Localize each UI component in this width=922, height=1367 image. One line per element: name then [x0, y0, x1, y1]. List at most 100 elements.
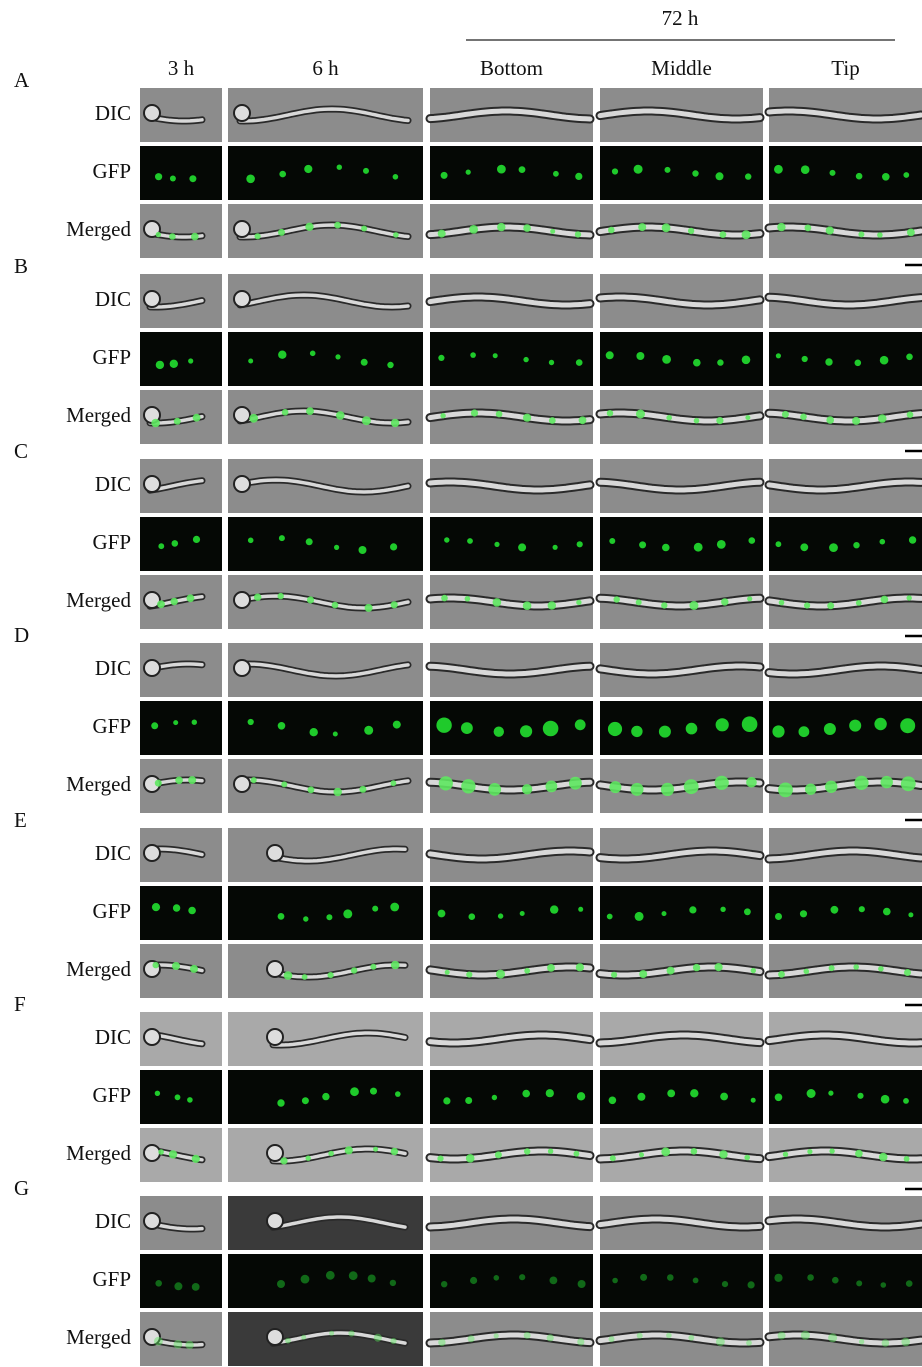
- micrograph: [228, 944, 423, 998]
- nucleus: [548, 359, 555, 366]
- nucleus: [364, 603, 373, 612]
- micrograph: [228, 1312, 423, 1366]
- nucleus: [309, 728, 318, 737]
- micrograph-bg: [430, 1254, 593, 1308]
- column-label: Tip: [831, 56, 859, 80]
- nucleus: [721, 1281, 729, 1288]
- nucleus: [631, 725, 643, 738]
- nucleus: [849, 719, 862, 732]
- nucleus: [470, 1276, 478, 1285]
- nucleus: [350, 1087, 359, 1097]
- nucleus: [285, 1337, 291, 1344]
- nucleus: [807, 1274, 814, 1281]
- hypha: [427, 479, 593, 493]
- nucleus: [750, 1097, 756, 1103]
- nucleus: [877, 232, 883, 238]
- row-label: GFP: [92, 899, 131, 923]
- nucleus: [326, 914, 333, 921]
- panel-letter: F: [14, 992, 26, 1016]
- spore: [143, 591, 161, 609]
- micrograph: [595, 274, 765, 328]
- nucleus: [465, 1154, 475, 1163]
- nucleus: [392, 174, 399, 180]
- nucleus: [826, 416, 834, 424]
- nucleus: [158, 543, 165, 550]
- nucleus: [904, 969, 911, 976]
- nucleus: [277, 1280, 285, 1288]
- nucleus: [465, 169, 471, 175]
- nucleus: [334, 544, 340, 551]
- nucleus: [329, 1330, 335, 1336]
- nucleus: [855, 600, 862, 606]
- micrograph: [228, 332, 423, 386]
- nucleus: [553, 170, 559, 177]
- hypha: [427, 1032, 593, 1046]
- micrograph: [595, 88, 765, 142]
- nucleus: [390, 543, 398, 551]
- micrograph: [425, 390, 595, 444]
- nucleus: [854, 775, 869, 791]
- micrograph: [425, 643, 595, 697]
- micrograph: [595, 390, 765, 444]
- nucleus: [804, 602, 811, 609]
- nucleus: [611, 168, 619, 175]
- hypha: [597, 108, 763, 122]
- group-label: 72 h: [662, 6, 699, 30]
- micrograph: [595, 944, 765, 998]
- nucleus: [438, 1338, 446, 1347]
- nucleus: [853, 964, 859, 970]
- nucleus: [305, 1155, 311, 1161]
- nucleus: [367, 1274, 376, 1283]
- nucleus: [829, 1148, 835, 1154]
- micrograph: [140, 1128, 222, 1182]
- nucleus: [373, 1146, 379, 1152]
- nucleus: [254, 233, 261, 240]
- spore: [266, 960, 284, 978]
- nucleus: [192, 413, 201, 422]
- micrograph: [600, 701, 763, 755]
- hypha: [271, 1031, 407, 1047]
- nucleus: [877, 414, 887, 423]
- nucleus: [470, 352, 476, 358]
- nucleus: [344, 1146, 353, 1155]
- nucleus: [687, 227, 695, 235]
- nucleus: [640, 1273, 648, 1281]
- nucleus: [390, 960, 400, 970]
- nucleus: [575, 963, 585, 972]
- nucleus: [744, 1154, 750, 1161]
- micrograph-bg: [769, 146, 922, 200]
- micrograph: [425, 944, 595, 998]
- nucleus: [905, 1280, 913, 1287]
- nucleus: [908, 536, 917, 544]
- nucleus: [523, 1331, 531, 1339]
- nucleus: [174, 1282, 183, 1291]
- nucleus: [519, 1274, 526, 1281]
- spore: [233, 220, 251, 238]
- micrograph: [228, 886, 423, 940]
- micrograph-bg: [769, 332, 922, 386]
- nucleus: [693, 542, 703, 552]
- hypha: [597, 595, 763, 609]
- micrograph: [764, 1012, 922, 1066]
- nucleus: [854, 359, 862, 367]
- micrograph: [595, 828, 765, 882]
- micrograph-bg: [430, 332, 593, 386]
- micrograph: [769, 332, 922, 386]
- micrograph: [140, 1012, 222, 1066]
- nucleus: [660, 782, 675, 797]
- nucleus: [685, 722, 698, 735]
- nucleus: [440, 413, 446, 419]
- nucleus: [900, 776, 916, 792]
- row-label: GFP: [92, 1267, 131, 1291]
- nucleus: [169, 175, 176, 182]
- nucleus: [466, 971, 473, 978]
- hypha: [597, 663, 763, 677]
- micrograph: [140, 944, 222, 998]
- nucleus: [301, 974, 308, 980]
- nucleus: [777, 1331, 786, 1340]
- hypha: [766, 663, 922, 677]
- nucleus: [639, 1152, 644, 1158]
- nucleus: [692, 1277, 699, 1284]
- nucleus: [804, 224, 812, 232]
- micrograph: [140, 886, 222, 940]
